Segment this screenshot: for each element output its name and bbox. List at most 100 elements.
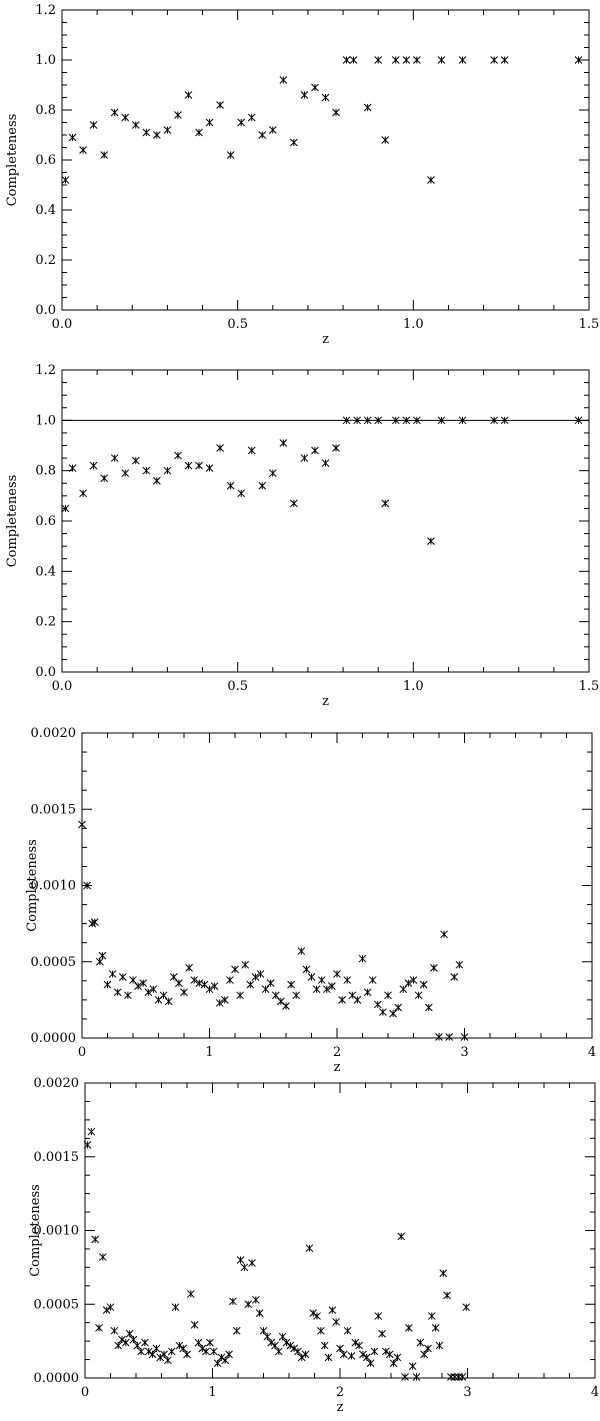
data-point — [114, 1341, 123, 1350]
data-point — [363, 988, 372, 997]
data-point — [500, 56, 509, 64]
data-point — [149, 985, 158, 994]
data-point — [251, 973, 260, 981]
data-point — [68, 133, 77, 142]
data-point — [458, 1373, 467, 1381]
plot-frame — [81, 732, 593, 1039]
data-point — [98, 951, 107, 960]
y-tick-label: 1.2 — [35, 3, 56, 18]
data-point — [408, 1362, 417, 1371]
data-point — [139, 979, 148, 987]
y-tick-label: 0.0010 — [34, 1224, 80, 1239]
chart-panel-2: 0.0 0.2 0.4 0.6 0.8 1.0 1.2 0.0 0.5 1.0 1.5 z Comple… — [5, 363, 599, 709]
data-point — [490, 416, 498, 425]
y-axis-label: Completeness — [5, 114, 20, 207]
x-tick-label: 1.0 — [403, 679, 424, 694]
data-point — [133, 1341, 142, 1350]
data-point — [152, 1344, 161, 1353]
data-point — [374, 56, 383, 64]
data-point — [216, 101, 224, 109]
data-point — [108, 970, 117, 978]
data-point — [447, 1373, 455, 1381]
x-tick-label: 0 — [81, 1385, 89, 1400]
data-point — [414, 991, 423, 1000]
data-point — [370, 1347, 379, 1356]
data-point — [343, 1326, 352, 1335]
data-point — [339, 1350, 348, 1359]
data-point — [259, 1326, 268, 1335]
data-point — [98, 1253, 107, 1261]
data-point — [321, 459, 330, 467]
data-point — [183, 1350, 191, 1359]
data-point — [427, 176, 435, 184]
data-point — [373, 1000, 382, 1009]
data-point — [336, 1344, 344, 1353]
data-point — [301, 1350, 310, 1359]
data-point — [431, 1323, 440, 1332]
data-point — [164, 1356, 172, 1365]
y-tick-label: 0.0010 — [31, 879, 77, 894]
y-axis-label: Completeness — [28, 1184, 43, 1277]
data-point — [368, 976, 377, 984]
y-tick-label: 1.0 — [35, 413, 56, 428]
data-point — [266, 979, 275, 987]
data-point — [226, 151, 235, 159]
data-point — [205, 985, 214, 994]
data-point — [167, 1347, 176, 1356]
data-point — [232, 1326, 241, 1335]
data-point — [574, 416, 583, 425]
data-point — [185, 963, 193, 972]
data-point — [121, 113, 130, 122]
data-point — [210, 982, 219, 991]
data-point — [171, 1303, 180, 1312]
data-point — [311, 446, 319, 455]
data-point — [282, 1002, 290, 1010]
data-point — [332, 444, 340, 452]
data-point — [202, 1347, 210, 1356]
data-point — [363, 103, 372, 112]
data-point — [328, 1306, 337, 1315]
data-point — [100, 151, 109, 159]
data-point — [338, 996, 346, 1004]
data-point — [435, 1033, 443, 1041]
data-point — [121, 469, 130, 478]
data-point — [430, 963, 438, 972]
data-point — [313, 1312, 321, 1320]
data-point — [209, 1347, 218, 1356]
data-point — [190, 1321, 199, 1329]
data-point — [311, 83, 319, 92]
data-point — [343, 976, 352, 984]
y-tick-label: 1.0 — [35, 53, 56, 68]
data-point — [450, 973, 459, 981]
data-point — [163, 466, 172, 475]
data-point — [402, 416, 411, 425]
x-tick-label: 0.5 — [227, 317, 248, 332]
data-point — [226, 976, 234, 984]
data-point — [87, 1127, 96, 1136]
x-tick-label: 1 — [205, 1045, 213, 1060]
data-point — [362, 1353, 371, 1362]
data-point — [286, 1341, 295, 1350]
y-tick-label: 0.8 — [35, 103, 56, 118]
y-tick-label: 0.6 — [35, 153, 56, 168]
data-point — [332, 1318, 341, 1326]
data-point — [221, 1356, 230, 1365]
data-point — [374, 1312, 383, 1320]
data-point — [195, 979, 204, 987]
data-point — [307, 973, 316, 981]
data-point — [292, 991, 301, 1000]
x-tick-label: 0.5 — [227, 679, 248, 694]
y-tick-label: 0.2 — [35, 253, 56, 268]
data-point — [347, 1352, 356, 1360]
data-point — [194, 1338, 203, 1347]
data-point — [95, 1323, 103, 1332]
data-point — [342, 56, 351, 64]
data-point — [374, 416, 383, 425]
data-point — [90, 918, 99, 926]
data-point — [129, 1335, 138, 1344]
data-point — [437, 416, 446, 425]
data-point — [458, 56, 467, 64]
data-point — [322, 985, 331, 994]
data-point — [247, 446, 256, 455]
